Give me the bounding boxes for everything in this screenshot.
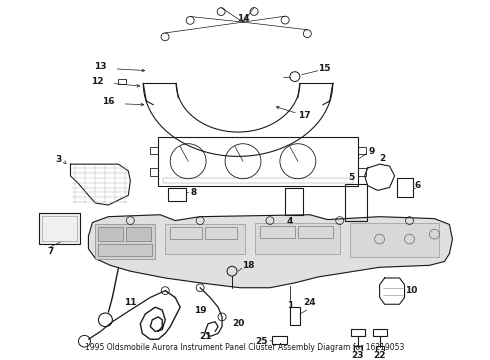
Text: 11: 11	[124, 298, 137, 307]
Text: 15: 15	[318, 64, 331, 73]
Text: 17: 17	[298, 111, 311, 120]
Text: 8: 8	[190, 188, 196, 197]
Bar	[165, 225, 245, 254]
Text: 20: 20	[232, 319, 244, 328]
Text: 19: 19	[194, 306, 206, 315]
Text: 7: 7	[48, 247, 54, 256]
Text: 23: 23	[351, 351, 364, 360]
Bar	[98, 244, 152, 256]
Text: 13: 13	[94, 62, 107, 71]
Bar	[358, 147, 366, 154]
Bar	[358, 168, 366, 176]
Bar	[98, 228, 123, 241]
Bar	[290, 307, 300, 325]
Bar	[260, 226, 295, 238]
Text: 25: 25	[256, 337, 268, 346]
Bar	[350, 222, 440, 257]
Bar	[205, 228, 237, 239]
Text: 14: 14	[237, 14, 249, 23]
Bar	[272, 336, 287, 344]
Text: 6: 6	[415, 181, 420, 190]
Text: 4: 4	[287, 217, 293, 226]
Bar	[298, 226, 333, 238]
Text: 1: 1	[287, 301, 293, 310]
Bar	[170, 228, 202, 239]
Bar	[163, 178, 353, 183]
Bar	[168, 188, 186, 201]
Text: 12: 12	[91, 77, 104, 86]
Bar	[42, 216, 77, 241]
Text: 3: 3	[55, 155, 62, 164]
Bar	[255, 222, 340, 254]
Bar	[396, 178, 413, 197]
Text: 18: 18	[242, 261, 254, 270]
Text: 22: 22	[373, 351, 386, 360]
Bar	[354, 346, 362, 351]
Text: 24: 24	[303, 298, 316, 307]
Text: 5: 5	[348, 173, 355, 182]
Bar	[96, 225, 155, 258]
Text: 2: 2	[379, 154, 386, 163]
Bar	[376, 346, 384, 351]
Text: 1995 Oldsmobile Aurora Instrument Panel Cluster Assembly Diagram for 16219053: 1995 Oldsmobile Aurora Instrument Panel …	[85, 343, 405, 352]
Text: 10: 10	[405, 286, 417, 295]
Text: 21: 21	[199, 332, 211, 341]
Bar	[158, 137, 358, 185]
Bar	[345, 184, 367, 221]
Polygon shape	[89, 215, 452, 288]
Text: 16: 16	[102, 98, 115, 107]
Bar	[150, 147, 158, 154]
Bar	[150, 168, 158, 176]
Text: 9: 9	[368, 147, 375, 156]
Bar	[351, 329, 365, 336]
Bar	[285, 188, 303, 215]
Bar	[39, 213, 80, 244]
Bar	[372, 329, 387, 336]
Bar	[119, 78, 126, 84]
Bar	[126, 228, 151, 241]
